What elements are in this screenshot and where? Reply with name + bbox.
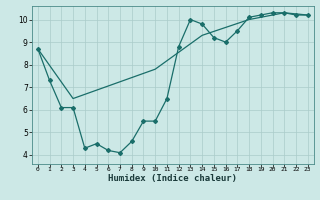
X-axis label: Humidex (Indice chaleur): Humidex (Indice chaleur) bbox=[108, 174, 237, 183]
